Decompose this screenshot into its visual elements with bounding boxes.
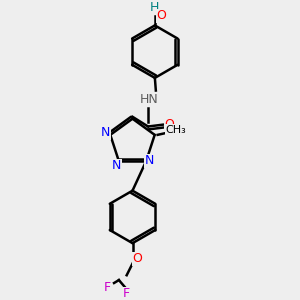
Text: N: N bbox=[144, 154, 154, 167]
Text: HN: HN bbox=[140, 93, 158, 106]
Text: O: O bbox=[164, 118, 174, 131]
Text: F: F bbox=[123, 287, 130, 300]
Text: O: O bbox=[157, 9, 166, 22]
Text: N: N bbox=[112, 159, 122, 172]
Text: CH₃: CH₃ bbox=[166, 125, 187, 135]
Text: F: F bbox=[104, 281, 111, 294]
Text: N: N bbox=[101, 126, 110, 140]
Text: H: H bbox=[150, 2, 160, 14]
Text: O: O bbox=[132, 252, 142, 265]
